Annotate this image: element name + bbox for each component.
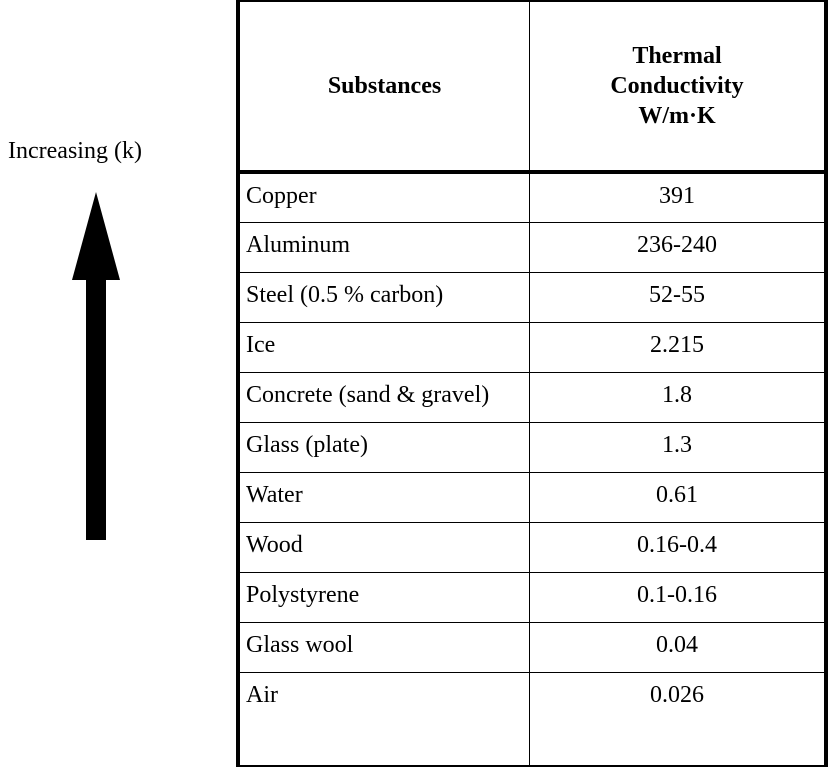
substance-cell: Air	[236, 671, 530, 767]
header-cell: Substances	[236, 0, 530, 174]
value-cell: 0.61	[529, 471, 828, 523]
substance-cell: Water	[236, 471, 530, 523]
substance-cell: Concrete (sand & gravel)	[236, 371, 530, 423]
axis-label: Increasing (k)	[8, 138, 142, 164]
substance-cell: Steel (0.5 % carbon)	[236, 271, 530, 323]
value-cell: 1.3	[529, 421, 828, 473]
arrow	[72, 192, 120, 540]
conductivity-table: Substances Thermal Conductivity W/m·K Coppe…	[236, 0, 828, 767]
value-cell: 236-240	[529, 221, 828, 273]
value-cell: 0.16-0.4	[529, 521, 828, 573]
substance-cell: Wood	[236, 521, 530, 573]
header-line: Thermal	[632, 43, 722, 69]
table-row: Copper 391	[236, 171, 828, 223]
table-row: Air 0.026	[236, 671, 828, 767]
value-cell: 2.215	[529, 321, 828, 373]
header-line: W/m·K	[638, 103, 716, 129]
table-row: Glass (plate) 1.3	[236, 421, 828, 473]
header-cell: Thermal Conductivity W/m·K	[529, 0, 828, 174]
value-cell: 1.8	[529, 371, 828, 423]
table-row: Wood 0.16-0.4	[236, 521, 828, 573]
table-row: Polystyrene 0.1-0.16	[236, 571, 828, 623]
table-row: Concrete (sand & gravel) 1.8	[236, 371, 828, 423]
substance-cell: Ice	[236, 321, 530, 373]
value-cell: 0.1-0.16	[529, 571, 828, 623]
substance-cell: Copper	[236, 171, 530, 223]
table-row: Glass wool 0.04	[236, 621, 828, 673]
arrow-head	[72, 192, 120, 280]
substance-cell: Polystyrene	[236, 571, 530, 623]
value-cell: 0.04	[529, 621, 828, 673]
table-row: Steel (0.5 % carbon) 52-55	[236, 271, 828, 323]
substance-cell: Glass (plate)	[236, 421, 530, 473]
value-cell: 0.026	[529, 671, 828, 767]
table-row: Water 0.61	[236, 471, 828, 523]
arrow-shaft	[86, 278, 106, 540]
header-line: Conductivity	[610, 73, 744, 99]
substance-cell: Aluminum	[236, 221, 530, 273]
header-row: Substances Thermal Conductivity W/m·K	[236, 0, 828, 174]
value-cell: 391	[529, 171, 828, 223]
value-cell: 52-55	[529, 271, 828, 323]
table-row: Ice 2.215	[236, 321, 828, 373]
substance-cell: Glass wool	[236, 621, 530, 673]
table-row: Aluminum 236-240	[236, 221, 828, 273]
